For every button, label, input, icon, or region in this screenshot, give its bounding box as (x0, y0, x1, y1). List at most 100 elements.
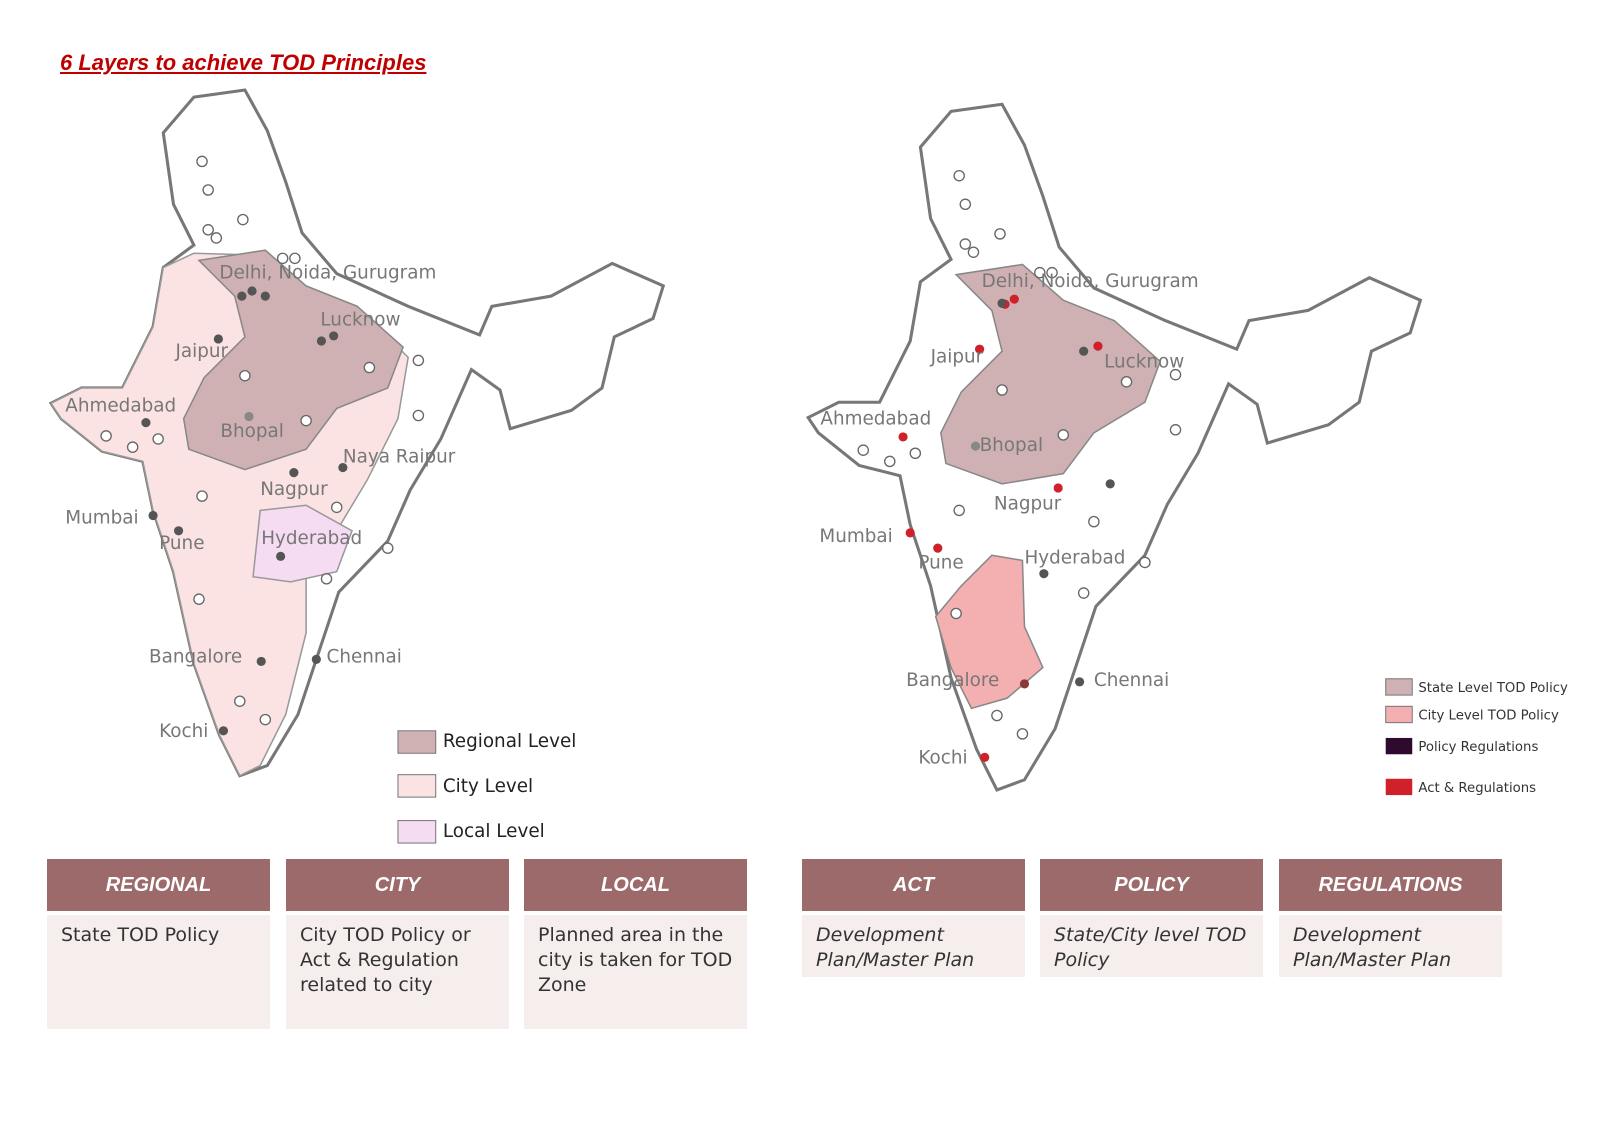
city-marker (193, 593, 205, 605)
city-marker (237, 213, 249, 226)
table-column: REGIONAL State TOD Policy (47, 859, 270, 1029)
city-marker (1139, 556, 1151, 569)
city-label: Nagpur (260, 479, 328, 500)
column-text: City TOD Policy or Act & Regulation rela… (286, 915, 509, 1029)
city-dot (237, 291, 247, 301)
city-dot (1075, 677, 1085, 687)
city-dot (980, 752, 990, 762)
table-column: ACT Development Plan/Master Plan (802, 859, 1025, 977)
city-marker (959, 238, 972, 250)
city-label: Kochi (918, 747, 967, 768)
city-marker (300, 414, 312, 427)
city-marker (126, 441, 139, 453)
city-label: Hyderabad (261, 528, 362, 549)
column-text: State/City level TOD Policy (1040, 915, 1263, 977)
column-text: Planned area in the city is taken for TO… (524, 915, 747, 1029)
city-dot (970, 441, 981, 451)
city-marker (100, 430, 112, 442)
city-dot (905, 528, 915, 538)
city-marker (234, 695, 246, 707)
city-marker (412, 409, 425, 422)
column-text: State TOD Policy (47, 915, 270, 1029)
city-label: Jaipur (930, 346, 984, 367)
map-right: Delhi, Noida, Gurugram Jaipur Lucknow Ahmed… (806, 102, 1568, 796)
city-marker (994, 228, 1006, 240)
table-column: POLICY State/City level TOD Policy (1040, 859, 1263, 977)
city-marker (1077, 587, 1090, 599)
city-label: Ahmedabad (65, 395, 176, 416)
city-marker (276, 252, 289, 265)
city-marker (967, 246, 980, 259)
city-marker (320, 573, 333, 585)
city-label: Ahmedabad (820, 409, 931, 430)
legend-label: City Level TOD Policy (1418, 709, 1559, 724)
legend-label: Local Level (443, 821, 545, 842)
city-marker (1169, 368, 1182, 381)
city-dot (1019, 679, 1030, 689)
city-label: Bangalore (149, 646, 242, 667)
legend-label: Act & Regulations (1418, 781, 1536, 796)
city-label: Nagpur (994, 493, 1062, 514)
legend-label: City Level (443, 776, 533, 797)
map-left: Delhi, Noida, Gurugram Lucknow Jaipur Ahmed… (49, 88, 665, 844)
city-dot (148, 510, 158, 521)
city-marker (991, 709, 1003, 722)
city-dot (260, 291, 270, 301)
city-label: Lucknow (1104, 351, 1184, 372)
column-text: Development Plan/Master Plan (802, 915, 1025, 977)
legend-label: Policy Regulations (1418, 740, 1538, 755)
city-dot (997, 298, 1007, 308)
city-marker (239, 369, 251, 382)
city-dot (311, 654, 321, 664)
city-marker (950, 607, 962, 620)
city-label: Delhi, Noida, Gurugram (219, 263, 436, 284)
city-label: Lucknow (320, 310, 400, 331)
city-marker (1046, 266, 1058, 279)
city-dot (289, 468, 299, 478)
city-marker (1120, 376, 1133, 388)
city-label: Chennai (1094, 670, 1169, 691)
city-marker (909, 447, 922, 460)
city-dot (1009, 294, 1019, 304)
page-title: 6 Layers to achieve TOD Principles (60, 50, 427, 75)
city-marker (959, 198, 972, 211)
city-label: Bhopal (220, 421, 283, 442)
city-dot (218, 726, 229, 736)
city-marker (996, 384, 1008, 396)
city-label: Hyderabad (1024, 547, 1125, 568)
city-label: Bhopal (980, 435, 1043, 456)
column-text: Development Plan/Master Plan (1279, 915, 1502, 977)
city-marker (884, 455, 896, 468)
city-marker (196, 490, 208, 502)
column-header: ACT (802, 859, 1025, 911)
city-label: Delhi, Noida, Gurugram (982, 271, 1199, 292)
city-label: Jaipur (175, 341, 229, 362)
city-dot (1039, 569, 1049, 579)
city-marker (363, 361, 376, 374)
column-header: REGULATIONS (1279, 859, 1502, 911)
city-dot (898, 432, 908, 442)
table-column: CITY City TOD Policy or Act & Regulation … (286, 859, 509, 1029)
city-marker (289, 252, 301, 265)
city-dot (256, 656, 266, 667)
city-marker (857, 444, 870, 456)
city-dot (173, 526, 184, 536)
city-marker (953, 504, 965, 517)
city-label: Bangalore (906, 670, 999, 691)
city-label: Pune (159, 533, 204, 554)
legend-label: State Level TOD Policy (1418, 681, 1568, 696)
column-header: LOCAL (524, 859, 747, 911)
city-marker (330, 501, 343, 514)
city-dot (933, 543, 943, 553)
city-dot (276, 551, 286, 561)
city-marker (152, 433, 164, 445)
city-dot (338, 462, 348, 473)
city-label: Naya Raipur (343, 446, 456, 467)
city-label: Pune (918, 552, 963, 573)
city-marker (196, 155, 208, 168)
city-dot (141, 418, 151, 428)
city-marker (1034, 266, 1046, 279)
city-marker (1088, 515, 1100, 528)
